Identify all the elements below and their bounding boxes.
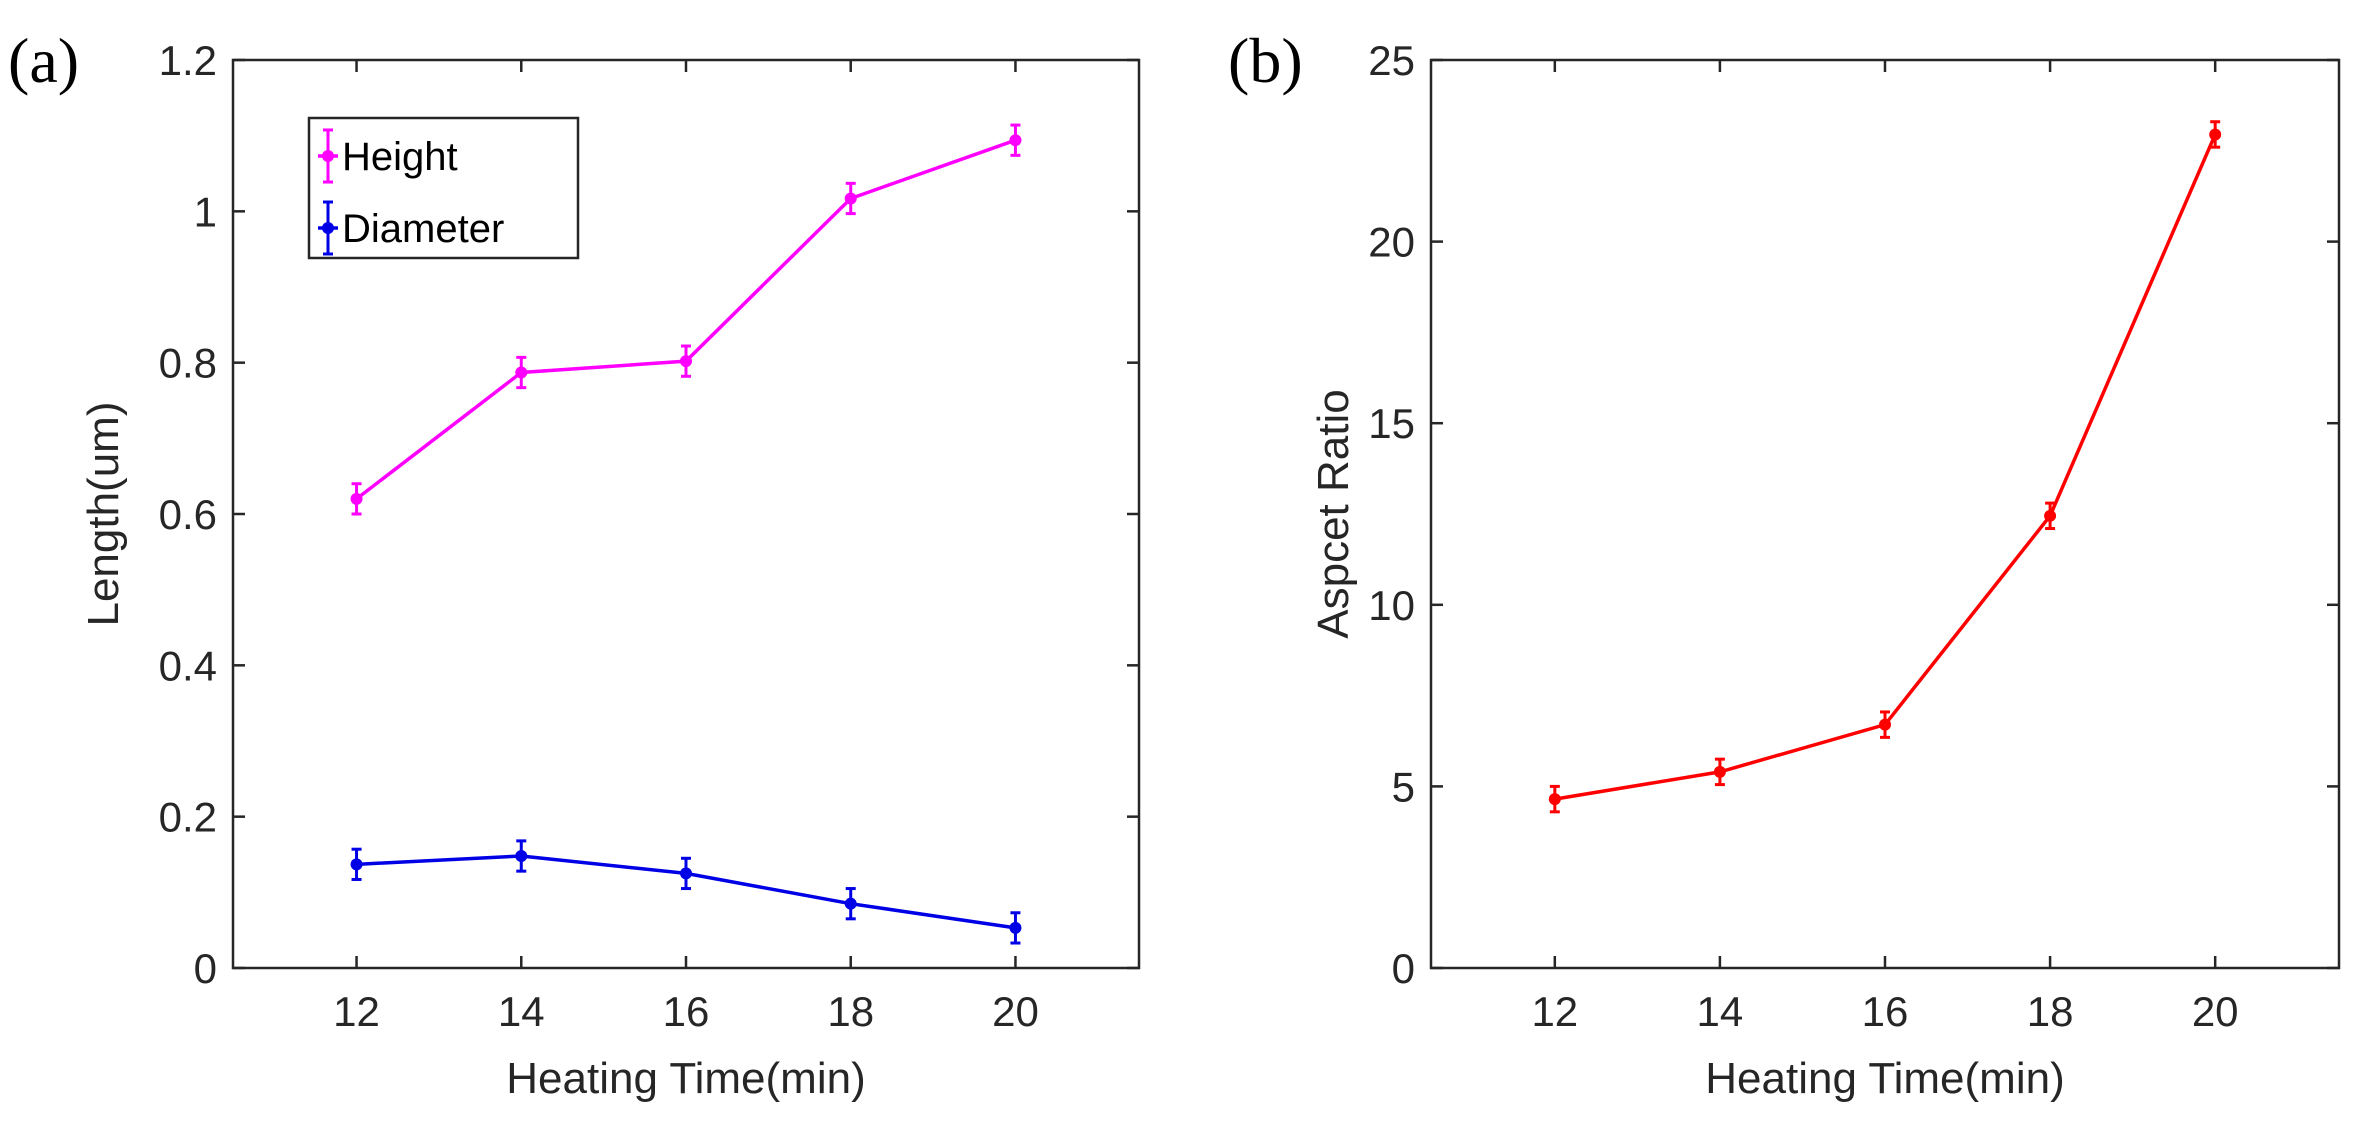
x-axis-label: Heating Time(min) [506, 1054, 865, 1103]
legend-label: Diameter [342, 207, 504, 251]
series-diameter [350, 839, 1022, 945]
x-tick-label: 18 [827, 988, 874, 1035]
legend-box [307, 116, 580, 260]
data-point [844, 897, 857, 910]
data-point [2209, 128, 2222, 141]
panel-label: (b) [1228, 25, 1303, 96]
y-axis-label: Length(um) [79, 401, 128, 626]
y-tick-label: 15 [1368, 400, 1415, 447]
y-tick-label: 0 [194, 945, 217, 992]
data-point [1713, 765, 1726, 778]
x-tick-label: 16 [1862, 988, 1909, 1035]
x-tick-label: 20 [2192, 988, 2239, 1035]
data-point [350, 858, 363, 871]
y-tick-label: 0.2 [159, 794, 217, 841]
chart-b: (b) 12 14 16 18 20 0 5 10 15 20 25 Heating Time(min)… [1228, 25, 2341, 1103]
x-tick-label: 14 [498, 988, 545, 1035]
y-tick-label: 10 [1368, 582, 1415, 629]
data-point [2044, 509, 2057, 522]
x-axis-label: Heating Time(min) [1705, 1054, 2064, 1103]
x-tick-label: 12 [333, 988, 380, 1035]
legend: Height Diameter [307, 116, 580, 260]
y-tick-label: 0.8 [159, 340, 217, 387]
y-tick-label: 0 [1392, 945, 1415, 992]
y-tick-label: 20 [1368, 219, 1415, 266]
series-height [350, 123, 1022, 516]
data-point [1009, 921, 1022, 934]
y-axis-label: Aspcet Ratio [1309, 389, 1358, 638]
data-point [844, 192, 857, 205]
data-point [1009, 134, 1022, 147]
legend-marker-dot [322, 150, 334, 162]
x-tick-label: 12 [1531, 988, 1578, 1035]
data-point [1879, 718, 1891, 731]
chart-a: (a) 12 14 16 18 20 0 0.2 0.4 0.6 0.8 1 1.2 Heating Ti… [8, 25, 1141, 1103]
x-tick-label: 18 [2027, 988, 2074, 1035]
x-tick-label: 14 [1697, 988, 1744, 1035]
data-point [680, 867, 692, 880]
data-point [350, 492, 363, 505]
data-point [680, 355, 692, 368]
x-tick-label: 16 [663, 988, 710, 1035]
axes-box [1429, 58, 2341, 970]
y-tick-label: 25 [1368, 37, 1415, 84]
data-point [515, 850, 528, 863]
y-tick-label: 1.2 [159, 37, 217, 84]
y-tick-label: 0.6 [159, 491, 217, 538]
y-tick-label: 5 [1392, 763, 1415, 810]
legend-label: Height [342, 135, 458, 179]
y-tick-label: 1 [194, 188, 217, 235]
series-aspect-ratio [1548, 120, 2222, 814]
data-point [1548, 793, 1561, 806]
x-tick-label: 20 [992, 988, 1039, 1035]
y-tick-label: 0.4 [159, 642, 217, 689]
data-point [515, 366, 528, 379]
legend-marker-dot [322, 222, 334, 234]
series-line [1554, 133, 2217, 801]
panel-label: (a) [8, 25, 79, 96]
